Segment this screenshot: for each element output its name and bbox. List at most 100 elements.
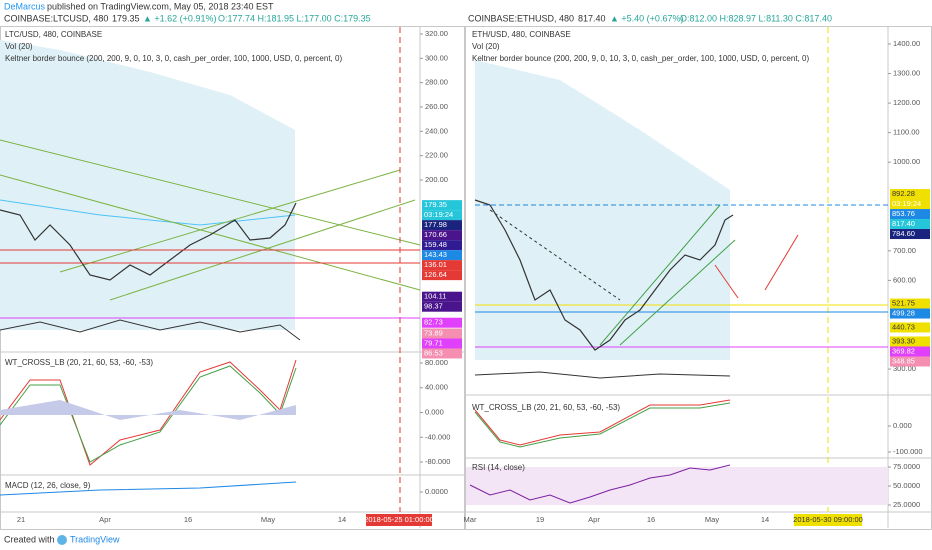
price-tag-label: 393.30	[892, 336, 915, 345]
date: May	[261, 515, 275, 524]
price-tag	[422, 260, 462, 271]
price-path	[0, 202, 297, 281]
price-tag	[890, 322, 930, 333]
tick-label: 220.00	[425, 151, 448, 160]
countdown: 03:19:24	[424, 210, 453, 219]
tick-label: 260.00	[425, 102, 448, 111]
price-tag-label: 98.37	[424, 302, 443, 311]
price-tag	[890, 308, 930, 319]
tick-label: 0.000	[425, 408, 444, 417]
author[interactable]: DeMarcus	[4, 1, 46, 11]
brand-logo	[57, 535, 67, 545]
date: 14	[761, 515, 769, 524]
trendline	[0, 139, 421, 246]
price-tag	[422, 317, 462, 328]
tick-label: 700.00	[893, 246, 916, 255]
price-tag	[422, 328, 462, 339]
change: ▲ +1.62 (+0.91%)	[143, 13, 216, 23]
wt2	[474, 402, 731, 448]
price-tag	[422, 230, 462, 241]
date: 21	[17, 515, 25, 524]
price-tag	[422, 200, 462, 211]
price-tag-label: 853.76	[892, 209, 915, 218]
arrow	[764, 234, 799, 291]
date: 16	[647, 515, 655, 524]
price-tag-label: 79.71	[424, 338, 443, 347]
tick-label: 40.000	[425, 383, 448, 392]
strategy: Keltner border bounce (200, 200, 9, 0, 1…	[472, 54, 809, 63]
cursor-date: 2018-05-25 01:00:00	[364, 515, 434, 524]
tick-label: 1000.00	[893, 157, 920, 166]
price-tag-label: 159.48	[424, 240, 447, 249]
trendline	[489, 209, 621, 301]
pane-title: LTC/USD, 480, COINBASE	[5, 30, 102, 39]
indicator: WT_CROSS_LB (20, 21, 60, 53, -60, -53)	[472, 403, 620, 412]
trendline	[599, 204, 721, 346]
price-tag-label: 521.75	[892, 299, 915, 308]
published: published on TradingView.com, May 05, 20…	[47, 1, 274, 11]
price-tag-label: 499.28	[892, 309, 915, 318]
indicator: RSI (14, close)	[472, 463, 525, 472]
trendline	[0, 174, 421, 291]
date: Apr	[99, 515, 111, 524]
tick-label: 50.0000	[893, 481, 920, 490]
trendline	[619, 239, 736, 346]
tick-label: 1400.00	[893, 39, 920, 48]
brand[interactable]: TradingView	[70, 534, 120, 544]
price-tag-label: 817.40	[892, 219, 915, 228]
pane-title: ETH/USD, 480, COINBASE	[472, 30, 571, 39]
price-tag	[890, 189, 930, 200]
price-tag	[422, 250, 462, 261]
price-tag-label: 177.98	[424, 220, 447, 229]
date: Mar	[464, 515, 477, 524]
wt-hist	[0, 400, 296, 420]
price-tag	[422, 338, 462, 349]
tick-label: 280.00	[425, 78, 448, 87]
ohlc: O:177.74 H:181.95 L:177.00 C:179.35	[218, 13, 371, 23]
tick-label: 0.000	[893, 421, 912, 430]
price-tag	[890, 298, 930, 309]
change: ▲ +5.40 (+0.67%)	[610, 13, 683, 23]
arrow	[714, 264, 739, 299]
macd-line	[0, 481, 297, 496]
price-tag-label: 170.66	[424, 230, 447, 239]
symbol: COINBASE:ETHUSD, 480	[468, 13, 574, 23]
tick-label: 300.00	[425, 53, 448, 62]
last-price: 179.35	[112, 13, 140, 23]
volume-ma	[0, 319, 301, 341]
price-tag-label: 440.73	[892, 322, 915, 331]
rsi-line	[469, 464, 731, 504]
countdown-box	[422, 210, 462, 221]
wt1	[474, 399, 731, 446]
keltner-mid	[0, 199, 296, 226]
tick-label: 1300.00	[893, 69, 920, 78]
tick-label: 0.0000	[425, 487, 448, 496]
trendline	[59, 169, 401, 273]
header-bar	[0, 0, 932, 26]
price-tag	[422, 240, 462, 251]
tick-label: -80.000	[425, 457, 450, 466]
price-tag	[890, 336, 930, 347]
indicator: Vol (20)	[472, 42, 500, 51]
strategy: Keltner border bounce (200, 200, 9, 0, 1…	[5, 54, 342, 63]
price-tag-label: 126.64	[424, 270, 447, 279]
symbol: COINBASE:LTCUSD, 480	[4, 13, 108, 23]
wt1	[0, 359, 297, 466]
tick-label: 1200.00	[893, 98, 920, 107]
tick-label: 1100.00	[893, 128, 920, 137]
price-tag	[890, 229, 930, 240]
countdown: 03:19:24	[892, 199, 921, 208]
price-tag-label: 82.73	[424, 318, 443, 327]
price-tag-label: 348.85	[892, 356, 915, 365]
tick-label: 240.00	[425, 126, 448, 135]
price-tag-label: 892.28	[892, 189, 915, 198]
price-tag	[422, 348, 462, 359]
date-axis: 21 Apr 16 May 14 2018-05-25 01:00:00 Mar…	[17, 514, 863, 526]
tick-label: 80.000	[425, 358, 448, 367]
footer-text: Created with	[4, 534, 55, 544]
wt2	[0, 365, 297, 463]
date: 16	[184, 515, 192, 524]
price-tag-label: 369.82	[892, 346, 915, 355]
keltner-band	[0, 40, 295, 330]
